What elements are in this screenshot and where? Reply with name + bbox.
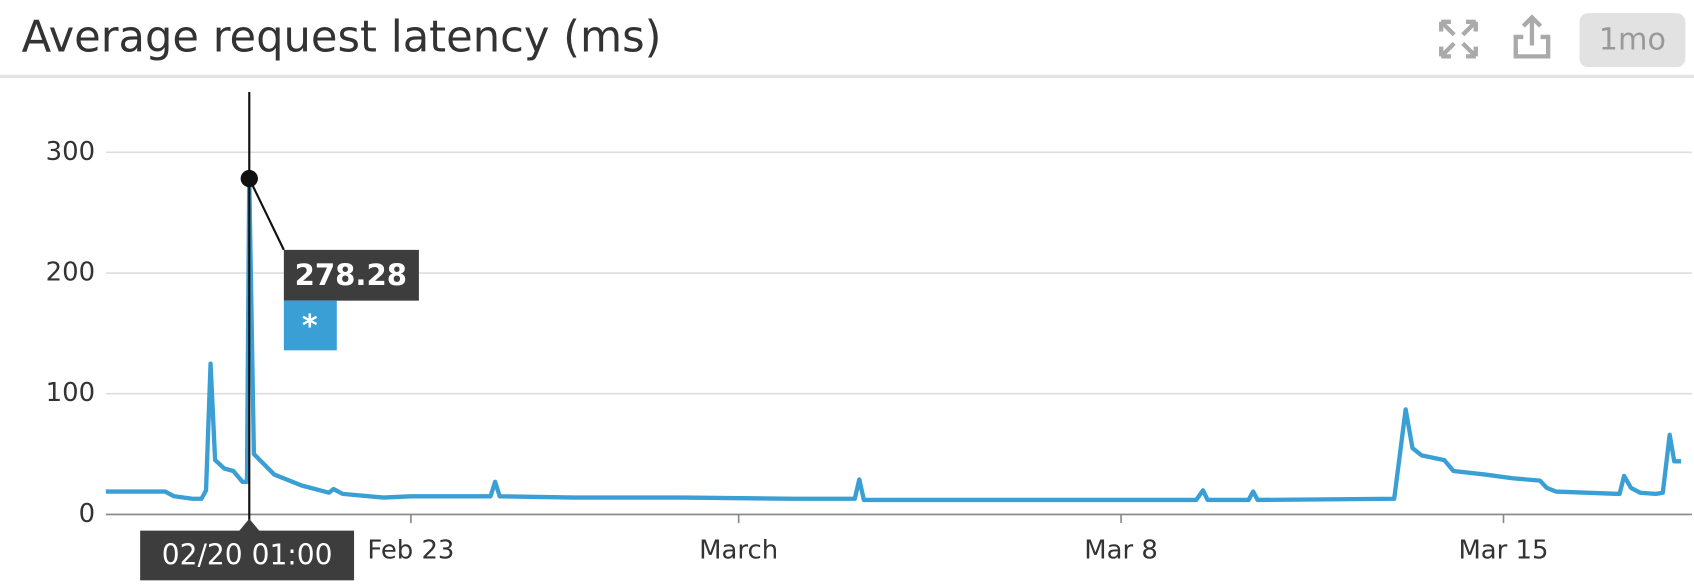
y-tick-label: 300	[46, 137, 95, 167]
y-tick-label: 100	[46, 378, 95, 408]
data-line	[105, 176, 1682, 503]
timeframe-label: 1mo	[1599, 23, 1666, 58]
chart-title: Average request latency (ms)	[22, 13, 662, 63]
y-tick-label: 0	[79, 499, 95, 529]
tooltip-leader	[248, 178, 285, 251]
expand-icon[interactable]	[1439, 19, 1478, 59]
y-tick-label: 200	[46, 258, 95, 288]
tooltip-series-box	[283, 300, 337, 351]
x-hover-pointer	[238, 518, 261, 532]
x-hover-label: 02/20 01:00	[162, 539, 333, 572]
x-tick-label: Mar 15	[1458, 536, 1548, 566]
hover-point	[240, 169, 258, 188]
header-divider	[0, 74, 1694, 78]
x-tick-label: March	[699, 536, 778, 566]
timeframe-button[interactable]	[1579, 13, 1686, 68]
tooltip-value-box	[283, 249, 419, 301]
share-icon[interactable]	[1513, 14, 1551, 59]
tooltip-series-name: *	[302, 309, 318, 344]
tooltip-value: 278.28	[295, 258, 408, 292]
x-tick-label: Feb 23	[367, 536, 454, 566]
x-tick-label: Mar 8	[1084, 536, 1158, 566]
x-hover-box	[140, 530, 355, 581]
